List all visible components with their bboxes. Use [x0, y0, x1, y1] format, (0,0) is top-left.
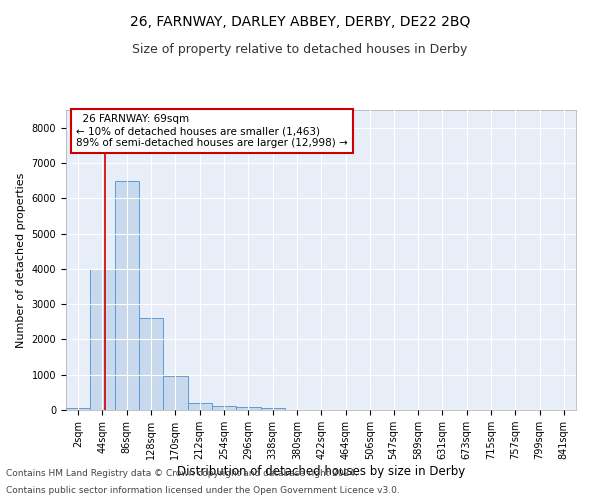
Text: 26 FARNWAY: 69sqm  
← 10% of detached houses are smaller (1,463)
89% of semi-det: 26 FARNWAY: 69sqm ← 10% of detached hous…: [76, 114, 348, 148]
Bar: [163, 376, 188, 410]
Bar: [212, 406, 236, 410]
X-axis label: Distribution of detached houses by size in Derby: Distribution of detached houses by size …: [177, 465, 465, 478]
Y-axis label: Number of detached properties: Number of detached properties: [16, 172, 26, 348]
Bar: [91, 269, 115, 410]
Bar: [66, 408, 91, 410]
Text: Size of property relative to detached houses in Derby: Size of property relative to detached ho…: [133, 42, 467, 56]
Bar: [115, 180, 139, 410]
Bar: [260, 408, 285, 410]
Bar: [236, 407, 260, 410]
Text: 26, FARNWAY, DARLEY ABBEY, DERBY, DE22 2BQ: 26, FARNWAY, DARLEY ABBEY, DERBY, DE22 2…: [130, 15, 470, 29]
Text: Contains public sector information licensed under the Open Government Licence v3: Contains public sector information licen…: [6, 486, 400, 495]
Bar: [139, 318, 163, 410]
Bar: [188, 403, 212, 410]
Text: Contains HM Land Registry data © Crown copyright and database right 2024.: Contains HM Land Registry data © Crown c…: [6, 468, 358, 477]
